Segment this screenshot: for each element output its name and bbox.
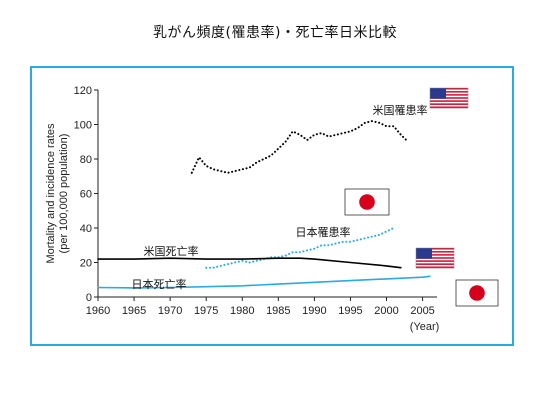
axes: 0 20 40 60 80 100 120 1960 1965 1970 1975 1980 1985 1…	[45, 85, 439, 333]
x-tick-label: 1995	[338, 305, 362, 317]
flag-stripe	[430, 104, 468, 107]
x-tick-label: 1965	[122, 305, 146, 317]
x-tick-label: 1990	[302, 305, 326, 317]
series-line-0	[190, 120, 410, 174]
flag-stripe	[430, 98, 468, 101]
series-lines	[97, 120, 431, 289]
flag-stripe	[416, 266, 454, 269]
series-line-2	[97, 257, 402, 269]
us-flag-icon	[429, 87, 469, 109]
y-tick-label: 120	[74, 85, 92, 97]
flag-stripe	[430, 106, 468, 109]
flag-stripe	[416, 252, 454, 255]
series-label-1: 日本罹患率	[296, 225, 351, 239]
flag-stripe	[430, 100, 468, 103]
x-tick-label: 2005	[410, 305, 434, 317]
japan-flag-icon	[455, 279, 499, 307]
flag-stripe	[430, 92, 468, 95]
line-chart: 0 20 40 60 80 100 120 1960 1965 1970 1975 1980 1985 1…	[45, 85, 499, 333]
flag-stripe	[430, 91, 468, 93]
flag-stripe	[416, 260, 454, 263]
series-label-3: 日本死亡率	[132, 277, 187, 291]
y-tick-label: 40	[80, 223, 92, 235]
x-tick-label: 1970	[158, 305, 182, 317]
flag-canton	[416, 248, 432, 259]
flag-stripe	[416, 263, 454, 266]
y-tick-label: 80	[80, 154, 92, 166]
flag-stripe	[416, 251, 454, 253]
flag-stripe	[416, 255, 454, 258]
flag-canton	[430, 88, 446, 99]
flag-stripe	[430, 88, 468, 90]
flag-stripe	[416, 258, 454, 261]
flag-stripe	[416, 249, 454, 252]
flag-stripe	[430, 97, 468, 99]
x-tick-label: 1985	[266, 305, 290, 317]
x-tick-label: 1980	[230, 305, 254, 317]
flag-stripe	[430, 103, 468, 106]
y-tick-label: 60	[80, 189, 92, 201]
series-label-2: 米国死亡率	[144, 244, 199, 258]
x-tick-label: 2000	[374, 305, 398, 317]
flag-stripe	[430, 101, 468, 104]
flag-stripe	[416, 257, 454, 259]
flag-stripe	[416, 264, 454, 267]
x-tick-label: 1960	[86, 305, 110, 317]
page-title: 乳がん頻度(罹患率)・死亡率日米比較	[153, 25, 397, 41]
flag-disc	[469, 285, 485, 301]
flags	[344, 87, 499, 307]
japan-flag-icon	[344, 188, 390, 216]
flag-stripe	[416, 248, 454, 250]
flag-stripe	[430, 95, 468, 98]
us-flag-icon	[415, 247, 455, 269]
flag-stripe	[430, 89, 468, 92]
y-tick-label: 100	[74, 120, 92, 132]
flag-stripe	[430, 94, 468, 96]
series-line-1	[205, 227, 395, 269]
y-tick-label: 0	[86, 292, 92, 304]
chart-frame: 0 20 40 60 80 100 120 1960 1965 1970 1975 1980 1985 1…	[30, 66, 514, 346]
flag-stripe	[416, 261, 454, 264]
x-axis-unit: (Year)	[410, 321, 440, 333]
series-label-0: 米国罹患率	[373, 103, 428, 117]
series-line-3	[97, 275, 431, 289]
flag-border	[415, 247, 455, 269]
x-tick-label: 1975	[194, 305, 218, 317]
flag-stripe	[416, 254, 454, 256]
flag-disc	[359, 194, 375, 210]
flag-border	[429, 87, 469, 109]
y-tick-label: 20	[80, 258, 92, 270]
y-axis-label-sub: (per 100,000 population)	[58, 134, 70, 254]
y-axis-label: Mortality and incidence rates	[45, 123, 57, 264]
